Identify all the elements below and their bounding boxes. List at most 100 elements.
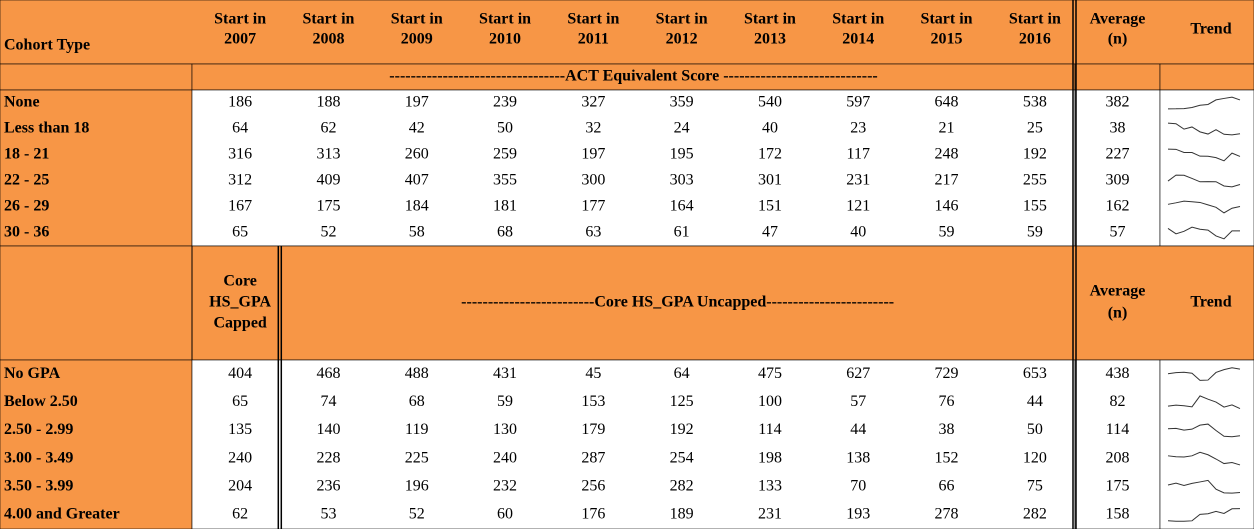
header-label: Capped [213, 315, 266, 332]
header-label: Average [1090, 283, 1146, 300]
sparkline [1167, 174, 1241, 188]
header-label: Trend [1190, 294, 1231, 311]
cell [191, 63, 1076, 91]
sparkline [1167, 96, 1241, 110]
average-value: 382 [1106, 94, 1130, 111]
cell-value: 44 [1027, 393, 1043, 410]
cell-value: 164 [670, 198, 694, 215]
cell-value: 38 [939, 421, 955, 438]
cell-value: 287 [581, 449, 605, 466]
cell-value: 312 [228, 172, 252, 189]
header-label: 2011 [578, 31, 609, 48]
header-label: Start in [744, 11, 796, 28]
cell-value: 204 [228, 477, 252, 494]
cell-value: 225 [405, 449, 429, 466]
cell-value: 135 [228, 421, 252, 438]
average-value: 38 [1110, 120, 1126, 137]
cell-value: 468 [316, 365, 340, 382]
header-label: 2009 [401, 31, 433, 48]
header-label: 2014 [842, 31, 874, 48]
header-label: 2013 [754, 31, 786, 48]
cell-value: 57 [850, 393, 866, 410]
average-value: 57 [1110, 224, 1126, 241]
cell-value: 231 [758, 506, 782, 523]
cell-value: 68 [409, 393, 425, 410]
average-value: 158 [1106, 506, 1130, 523]
cell-value: 300 [581, 172, 605, 189]
cell-value: 255 [1023, 172, 1047, 189]
cell-value: 177 [581, 198, 605, 215]
cell-value: 70 [850, 477, 866, 494]
cell-value: 409 [316, 172, 340, 189]
header-label: Start in [1009, 11, 1061, 28]
cell-value: 181 [493, 198, 517, 215]
row-label: 22 - 25 [4, 172, 49, 189]
cell-value: 65 [232, 224, 248, 241]
sparkline [1167, 423, 1241, 438]
cell-value: 138 [846, 449, 870, 466]
cell-value: 538 [1023, 94, 1047, 111]
cell-value: 140 [316, 421, 340, 438]
cell-value: 100 [758, 393, 782, 410]
cell [0, 0, 1254, 65]
cell-value: 240 [228, 449, 252, 466]
cell-value: 63 [585, 224, 601, 241]
header-label: Start in [391, 11, 443, 28]
sparkline [1167, 479, 1241, 494]
cell-value: 21 [939, 120, 955, 137]
header-label: Core [223, 273, 256, 290]
cell [0, 63, 193, 91]
cell-value: 155 [1023, 198, 1047, 215]
cell-value: 327 [581, 94, 605, 111]
cell-value: 125 [670, 393, 694, 410]
row-label: 2.50 - 2.99 [4, 421, 73, 438]
cell-value: 179 [581, 421, 605, 438]
cell-value: 64 [232, 120, 248, 137]
header-label: (n) [1108, 305, 1128, 322]
cell-value: 24 [674, 120, 690, 137]
header-label: (n) [1108, 31, 1128, 48]
cell-value: 627 [846, 365, 870, 382]
row-label: 26 - 29 [4, 198, 49, 215]
cell-value: 75 [1027, 477, 1043, 494]
cell-value: 359 [670, 94, 694, 111]
header-label: 2012 [666, 31, 698, 48]
row-label: 4.00 and Greater [4, 506, 120, 523]
cell-value: 50 [497, 120, 513, 137]
cell-value: 146 [935, 198, 959, 215]
cell [0, 359, 193, 529]
cell-value: 653 [1023, 365, 1047, 382]
cell-value: 50 [1027, 421, 1043, 438]
cell-value: 76 [939, 393, 955, 410]
row-label: Less than 18 [4, 120, 89, 137]
average-value: 438 [1106, 365, 1130, 382]
cell-value: 301 [758, 172, 782, 189]
cell-value: 175 [316, 198, 340, 215]
sparkline [1167, 508, 1241, 522]
cell-value: 260 [405, 146, 429, 163]
cell-value: 282 [1023, 506, 1047, 523]
header-label: Start in [302, 11, 354, 28]
cell [191, 359, 1076, 529]
row-label: 3.50 - 3.99 [4, 477, 73, 494]
cell-value: 52 [409, 506, 425, 523]
cell-value: 62 [320, 120, 336, 137]
cell-value: 130 [493, 421, 517, 438]
cell-value: 540 [758, 94, 782, 111]
cell-value: 74 [320, 393, 336, 410]
cell-value: 282 [670, 477, 694, 494]
cell-value: 59 [1027, 224, 1043, 241]
cell-value: 488 [405, 365, 429, 382]
average-value: 82 [1110, 393, 1126, 410]
cell-value: 121 [846, 198, 870, 215]
header-label: Cohort Type [4, 37, 90, 54]
average-value: 208 [1106, 449, 1130, 466]
cell-value: 197 [581, 146, 605, 163]
row-label: None [4, 94, 40, 111]
average-value: 309 [1106, 172, 1130, 189]
cell-value: 23 [850, 120, 866, 137]
cell-value: 236 [316, 477, 340, 494]
header-label: 2008 [312, 31, 344, 48]
average-value: 162 [1106, 198, 1130, 215]
